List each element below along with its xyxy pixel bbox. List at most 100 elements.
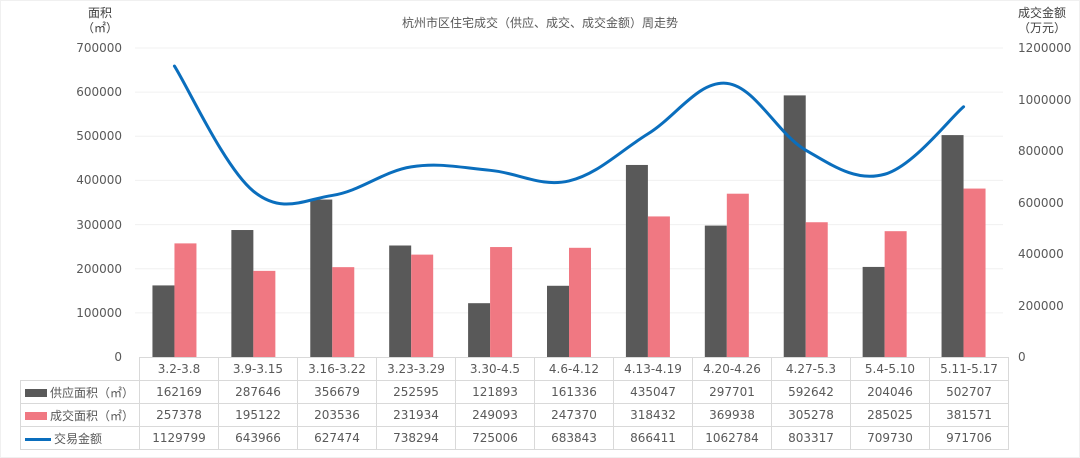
bar-deal: [253, 270, 276, 357]
left-axis-tick: 0: [114, 350, 122, 364]
bar-deal: [884, 231, 907, 357]
category-label: 3.23-3.29: [376, 357, 456, 381]
right-axis-tick: 800000: [1018, 144, 1064, 158]
category-label: 5.4-5.10: [850, 357, 930, 381]
legend-swatch-deal: [25, 412, 47, 420]
right-axis-title: 成交金额 （万元）: [1010, 6, 1074, 36]
category-label: 3.2-3.8: [139, 357, 219, 381]
bar-supply: [862, 266, 885, 357]
category-label: 3.16-3.22: [297, 357, 377, 381]
data-cell: 502707: [929, 380, 1009, 404]
left-axis-title-line2: （㎡）: [81, 21, 118, 35]
data-cell: 287646: [218, 380, 298, 404]
data-cell: 725006: [455, 426, 535, 450]
category-label: 4.27-5.3: [771, 357, 851, 381]
bar-deal: [805, 222, 828, 357]
data-cell: 203536: [297, 403, 377, 427]
right-axis-tick: 1200000: [1018, 41, 1072, 55]
data-cell: 285025: [850, 403, 930, 427]
data-cell: 231934: [376, 403, 456, 427]
data-table-header-row: 3.2-3.8 3.9-3.15 3.16-3.22 3.23-3.29 3.30-4.…: [20, 357, 1009, 381]
data-cell: 305278: [771, 403, 851, 427]
data-cell: 204046: [850, 380, 930, 404]
legend-swatch-amount: [25, 437, 51, 441]
bar-supply: [625, 164, 648, 357]
data-cell: 252595: [376, 380, 456, 404]
data-cell: 161336: [534, 380, 614, 404]
legend-deal-area: 成交面积（㎡）: [20, 403, 140, 427]
right-axis-title-line1: 成交金额: [1017, 6, 1066, 20]
legend-supply-area: 供应面积（㎡）: [20, 380, 140, 404]
data-cell: 683843: [534, 426, 614, 450]
bar-supply: [468, 303, 491, 357]
bar-deal: [569, 247, 591, 357]
data-cell: 369938: [692, 403, 772, 427]
legend-transaction-amount: 交易金额: [20, 426, 140, 450]
data-cell: 318432: [613, 403, 693, 427]
data-table-row-amount: 交易金额 1129799 643966 627474 738294 725006 6838…: [20, 426, 1009, 450]
data-cell: 121893: [455, 380, 535, 404]
bar-deal: [174, 243, 197, 357]
bar-supply: [152, 285, 175, 357]
data-table: 3.2-3.8 3.9-3.15 3.16-3.22 3.23-3.29 3.30-4.…: [20, 357, 1009, 450]
data-cell: 195122: [218, 403, 298, 427]
legend-swatch-supply: [25, 389, 47, 397]
left-axis-tick: 100000: [76, 305, 122, 320]
bar-supply: [547, 285, 569, 357]
bar-supply: [704, 225, 727, 357]
category-label: 4.6-4.12: [534, 357, 614, 381]
data-cell: 709730: [850, 426, 930, 450]
left-axis-title: 面积 （㎡）: [70, 6, 130, 36]
data-cell: 866411: [613, 426, 693, 450]
bar-supply: [389, 245, 412, 357]
left-axis-tick: 600000: [76, 85, 122, 100]
data-cell: 643966: [218, 426, 298, 450]
category-label: 4.20-4.26: [692, 357, 772, 381]
left-axis-tick: 500000: [76, 129, 122, 144]
legend-label-supply: 供应面积（㎡）: [50, 385, 135, 400]
data-cell: 247370: [534, 403, 614, 427]
right-axis-tick: 0: [1018, 350, 1026, 364]
bar-deal: [332, 267, 355, 357]
data-table-row-supply: 供应面积（㎡） 162169 287646 356679 252595 121893 16…: [20, 380, 1009, 404]
category-label: 5.11-5.17: [929, 357, 1009, 381]
right-axis-tick: 200000: [1018, 298, 1064, 313]
data-cell: 971706: [929, 426, 1009, 450]
data-cell: 257378: [139, 403, 219, 427]
data-cell: 738294: [376, 426, 456, 450]
bar-series: [152, 95, 986, 357]
legend-label-deal: 成交面积（㎡）: [50, 408, 135, 423]
bar-supply: [231, 230, 254, 357]
data-cell: 162169: [139, 380, 219, 404]
data-cell: 1062784: [692, 426, 772, 450]
right-axis-tick: 400000: [1018, 247, 1064, 261]
data-table-corner: [20, 357, 140, 381]
data-cell: 1129799: [139, 426, 219, 450]
data-cell: 803317: [771, 426, 851, 450]
bar-deal: [490, 247, 513, 357]
category-label: 3.30-4.5: [455, 357, 535, 381]
left-axis-tick: 300000: [76, 217, 122, 232]
bar-supply: [783, 95, 806, 357]
chart-title: 杭州市区住宅成交（供应、成交、成交金额）周走势: [401, 16, 678, 30]
right-axis-title-line2: （万元）: [1017, 21, 1066, 35]
left-axis-title-line1: 面积: [87, 6, 112, 20]
bar-supply: [941, 135, 964, 357]
data-cell: 435047: [613, 380, 693, 404]
data-cell: 592642: [771, 380, 851, 404]
category-label: 4.13-4.19: [613, 357, 693, 381]
bar-deal: [647, 216, 670, 357]
data-cell: 627474: [297, 426, 377, 450]
data-table-row-deal: 成交面积（㎡） 257378 195122 203536 231934 249093 24…: [20, 403, 1009, 427]
line-series-transaction-amount: [172, 64, 966, 206]
bar-deal: [726, 193, 749, 357]
left-axis-tick: 400000: [76, 173, 122, 188]
bar-supply: [310, 199, 333, 357]
data-cell: 356679: [297, 380, 377, 404]
right-axis-tick: 1000000: [1018, 92, 1072, 107]
data-cell: 249093: [455, 403, 535, 427]
data-cell: 381571: [929, 403, 1009, 427]
left-axis-tick: 700000: [76, 41, 122, 55]
left-axis-tick: 200000: [76, 261, 122, 276]
